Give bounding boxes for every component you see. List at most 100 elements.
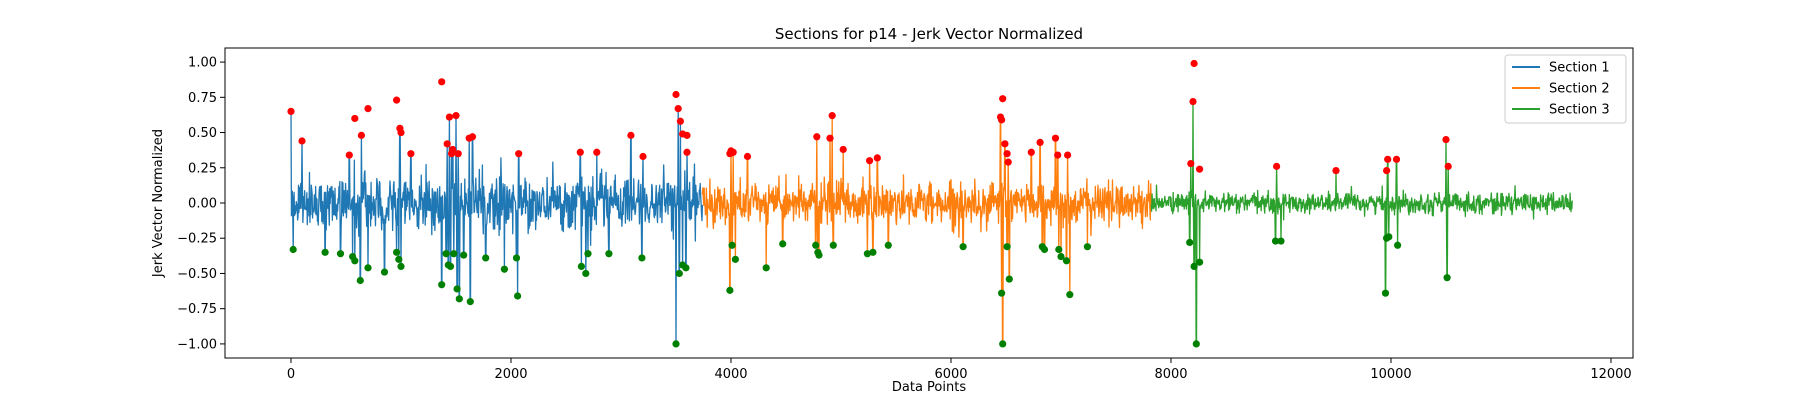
legend-label-2: Section 2 [1549, 82, 1610, 97]
peak-marker [345, 151, 353, 159]
trough-marker [442, 250, 450, 258]
trough-marker [512, 254, 521, 262]
trough-marker [726, 286, 734, 294]
peak-marker [1190, 59, 1198, 68]
x-tick-label: 10000 [1370, 367, 1411, 382]
y-tick-label: −0.50 [177, 267, 217, 282]
x-tick-label: 2000 [494, 367, 527, 382]
y-tick-label: 0.50 [188, 126, 217, 141]
trough-marker [450, 250, 458, 258]
peak-marker [438, 78, 446, 86]
series-line-2 [701, 114, 1152, 345]
trough-marker [393, 248, 401, 256]
series-line-3 [1150, 100, 1573, 345]
trough-marker [1385, 233, 1393, 241]
chart-title: Sections for p14 - Jerk Vector Normalize… [775, 25, 1083, 43]
x-tick-label: 8000 [1154, 367, 1187, 382]
trough-marker [605, 250, 613, 258]
x-tick-label: 4000 [714, 367, 747, 382]
peak-marker [1001, 140, 1009, 148]
peak-marker [357, 131, 365, 139]
trough-marker [1040, 245, 1049, 254]
peak-marker [1064, 151, 1072, 159]
peak-marker [672, 90, 680, 99]
trough-marker [453, 285, 461, 293]
x-axis: 0 2000 4000 6000 8000 10000 12000 [287, 358, 1632, 382]
peak-marker [1383, 166, 1391, 175]
peak-marker [999, 95, 1007, 103]
trough-marker [500, 265, 508, 273]
peak-marker [298, 137, 306, 145]
trough-marker [380, 268, 389, 276]
peak-marker [393, 96, 401, 104]
trough-marker [395, 255, 403, 263]
peak-marker [576, 148, 584, 156]
trough-marker [863, 250, 872, 258]
trough-marker [1062, 257, 1071, 265]
peak-marker [683, 131, 691, 139]
trough-marker [638, 254, 646, 262]
peak-marker [1392, 155, 1401, 163]
trough-marker [731, 255, 740, 263]
peak-marker [407, 150, 415, 158]
trough-marker [779, 240, 787, 248]
peak-marker [468, 133, 477, 141]
trough-marker [351, 257, 359, 265]
x-tick-label: 0 [287, 367, 295, 382]
peak-marker [639, 152, 647, 161]
trough-marker [514, 292, 522, 300]
trough-marker [812, 241, 820, 249]
series-layer [290, 100, 1573, 345]
trough-marker [446, 262, 455, 271]
peak-marker [1444, 162, 1452, 170]
peak-marker [1196, 165, 1204, 173]
trough-marker [1277, 237, 1285, 245]
trough-marker [1186, 238, 1194, 247]
peak-marker [1442, 135, 1450, 144]
trough-marker [672, 340, 680, 348]
plot-area [224, 47, 1634, 359]
trough-marker [577, 262, 586, 271]
trough-marker [1394, 241, 1402, 249]
peak-marker [674, 104, 682, 113]
peak-marker [1332, 166, 1340, 175]
y-tick-label: 0.00 [188, 197, 217, 212]
peak-marker [445, 113, 453, 121]
trough-marker [869, 248, 877, 256]
peak-marker [443, 140, 451, 148]
trough-marker [884, 241, 892, 249]
y-axis-label: Jerk Vector Normalized [151, 129, 166, 278]
x-tick-label: 12000 [1590, 367, 1631, 382]
peak-marker [1051, 134, 1060, 142]
legend-frame [1504, 54, 1627, 124]
trough-marker [397, 262, 405, 271]
trough-marker [1057, 252, 1065, 261]
markers-layer [287, 59, 1452, 348]
trough-marker [999, 340, 1007, 348]
trough-marker [1190, 262, 1198, 271]
trough-marker [998, 289, 1006, 297]
trough-marker [959, 243, 967, 251]
peak-marker [1004, 158, 1012, 166]
peak-marker [676, 117, 685, 125]
peak-marker [454, 150, 462, 158]
y-tick-label: 1.00 [188, 56, 217, 71]
trough-marker [1055, 245, 1063, 254]
trough-marker [356, 276, 364, 285]
trough-marker [728, 241, 736, 249]
peak-marker [826, 134, 834, 142]
peak-marker [1189, 97, 1197, 106]
trough-marker [682, 264, 690, 272]
peak-marker [593, 148, 601, 156]
trough-marker [584, 250, 592, 258]
peak-marker [515, 150, 523, 158]
peak-marker [287, 107, 295, 116]
trough-marker [438, 281, 446, 289]
peak-marker [1054, 151, 1062, 159]
trough-marker [1083, 243, 1091, 251]
legend: Section 1 Section 2 Section 3 [1504, 54, 1627, 124]
peak-marker [873, 154, 881, 162]
trough-marker [336, 250, 345, 258]
trough-marker [762, 264, 770, 272]
